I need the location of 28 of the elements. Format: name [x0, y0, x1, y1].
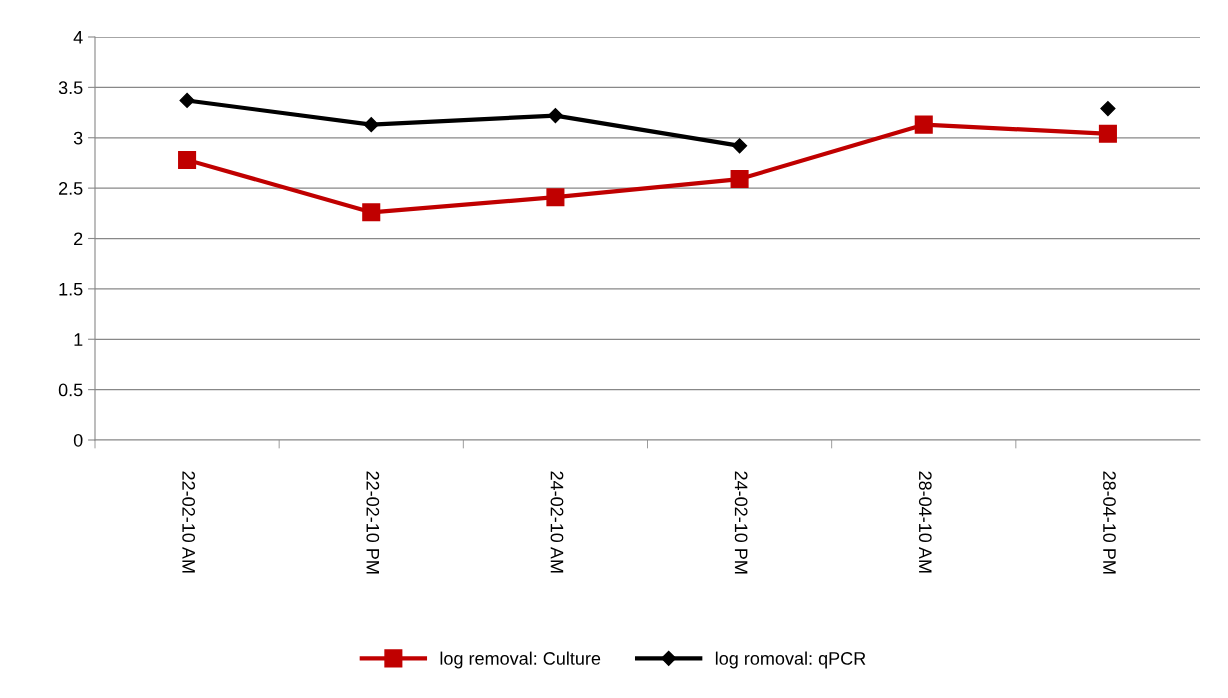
x-tick-label: 22-02-10 AM	[182, 471, 196, 573]
point	[1098, 124, 1117, 143]
x-tick-label: 24-02-10 AM	[550, 471, 564, 573]
point	[363, 117, 379, 133]
point	[178, 150, 197, 169]
point	[179, 92, 195, 109]
y-tick-label: 4	[73, 31, 83, 44]
point	[732, 138, 748, 154]
y-tick-label: 1	[74, 333, 83, 346]
legend-label: log removal: Culture	[440, 651, 601, 669]
point	[1100, 100, 1116, 117]
x-tick-label: 28-04-10 PM	[1103, 471, 1116, 574]
y-tick-label: 3	[73, 131, 83, 145]
y-tick-label: 1.5	[59, 283, 83, 296]
x-tick-label: 22-02-10 PM	[366, 471, 380, 574]
point	[914, 115, 933, 134]
y-tick-label: 0.5	[58, 383, 83, 397]
point	[362, 203, 381, 222]
x-tick-label: 24-02-10 PM	[734, 471, 748, 574]
y-tick-label: 2	[74, 232, 83, 246]
y-tick-label: 3.5	[58, 81, 83, 95]
point	[547, 108, 563, 124]
x-tick-label: 28-04-10 AM	[918, 471, 932, 573]
y-tick-label: 0	[73, 433, 83, 447]
point	[546, 188, 565, 207]
y-tick-label: 2.5	[59, 182, 83, 195]
legend-label: log romoval: qPCR	[715, 651, 866, 669]
point	[730, 170, 749, 189]
